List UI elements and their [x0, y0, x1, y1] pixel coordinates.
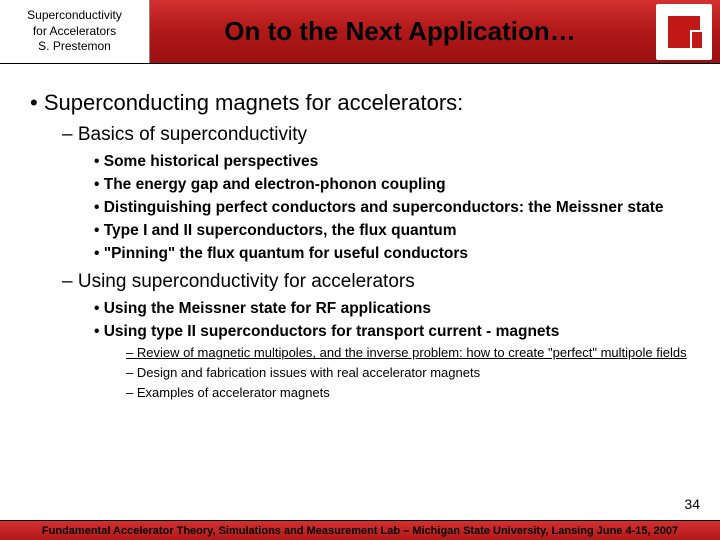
- logo-box: [656, 4, 712, 60]
- bullet-l3: "Pinning" the flux quantum for useful co…: [94, 244, 698, 265]
- slide-footer: Fundamental Accelerator Theory, Simulati…: [0, 520, 720, 540]
- bullet-text: Superconducting magnets for accelerators…: [44, 90, 463, 115]
- bullet-l3: Using the Meissner state for RF applicat…: [94, 299, 698, 320]
- bullet-l4: Design and fabrication issues with real …: [126, 364, 698, 382]
- bullet-text: Distinguishing perfect conductors and su…: [104, 199, 664, 216]
- bullet-l3: The energy gap and electron-phonon coupl…: [94, 175, 698, 196]
- bullet-l2: Basics of superconductivity: [62, 124, 698, 146]
- bullet-l4: Examples of accelerator magnets: [126, 384, 698, 402]
- bullet-text: Using the Meissner state for RF applicat…: [104, 300, 431, 317]
- slide-header: Superconductivity for Accelerators S. Pr…: [0, 0, 720, 64]
- bullet-l1: Superconducting magnets for accelerators…: [30, 90, 698, 116]
- bullet-text: Design and fabrication issues with real …: [137, 365, 480, 380]
- bullet-l2: Using superconductivity for accelerators: [62, 271, 698, 293]
- bullet-l3: Distinguishing perfect conductors and su…: [94, 198, 698, 219]
- bullet-l3: Type I and II superconductors, the flux …: [94, 221, 698, 242]
- bullet-text: Type I and II superconductors, the flux …: [104, 222, 457, 239]
- page-number: 34: [684, 496, 700, 512]
- bullet-text: Review of magnetic multipoles, and the i…: [137, 345, 687, 360]
- slide-body: Superconducting magnets for accelerators…: [0, 64, 720, 401]
- header-left-line3: S. Prestemon: [0, 39, 149, 55]
- footer-text: Fundamental Accelerator Theory, Simulati…: [42, 525, 678, 537]
- bullet-text: Using type II superconductors for transp…: [104, 323, 560, 340]
- bullet-text: Some historical perspectives: [104, 153, 319, 170]
- bullet-text: "Pinning" the flux quantum for useful co…: [104, 245, 468, 262]
- bullet-text: Examples of accelerator magnets: [137, 385, 330, 400]
- bullet-l4-highlight: Review of magnetic multipoles, and the i…: [126, 344, 698, 362]
- uspas-logo-icon: [662, 10, 706, 54]
- header-left-line2: for Accelerators: [0, 24, 149, 40]
- bullet-l3: Some historical perspectives: [94, 152, 698, 173]
- bullet-text: Using superconductivity for accelerators: [78, 271, 415, 292]
- header-left-block: Superconductivity for Accelerators S. Pr…: [0, 0, 150, 63]
- bullet-text: The energy gap and electron-phonon coupl…: [104, 176, 446, 193]
- header-left-line1: Superconductivity: [0, 8, 149, 24]
- bullet-l3: Using type II superconductors for transp…: [94, 322, 698, 343]
- bullet-text: Basics of superconductivity: [78, 124, 307, 145]
- slide-title: On to the Next Application…: [150, 16, 720, 47]
